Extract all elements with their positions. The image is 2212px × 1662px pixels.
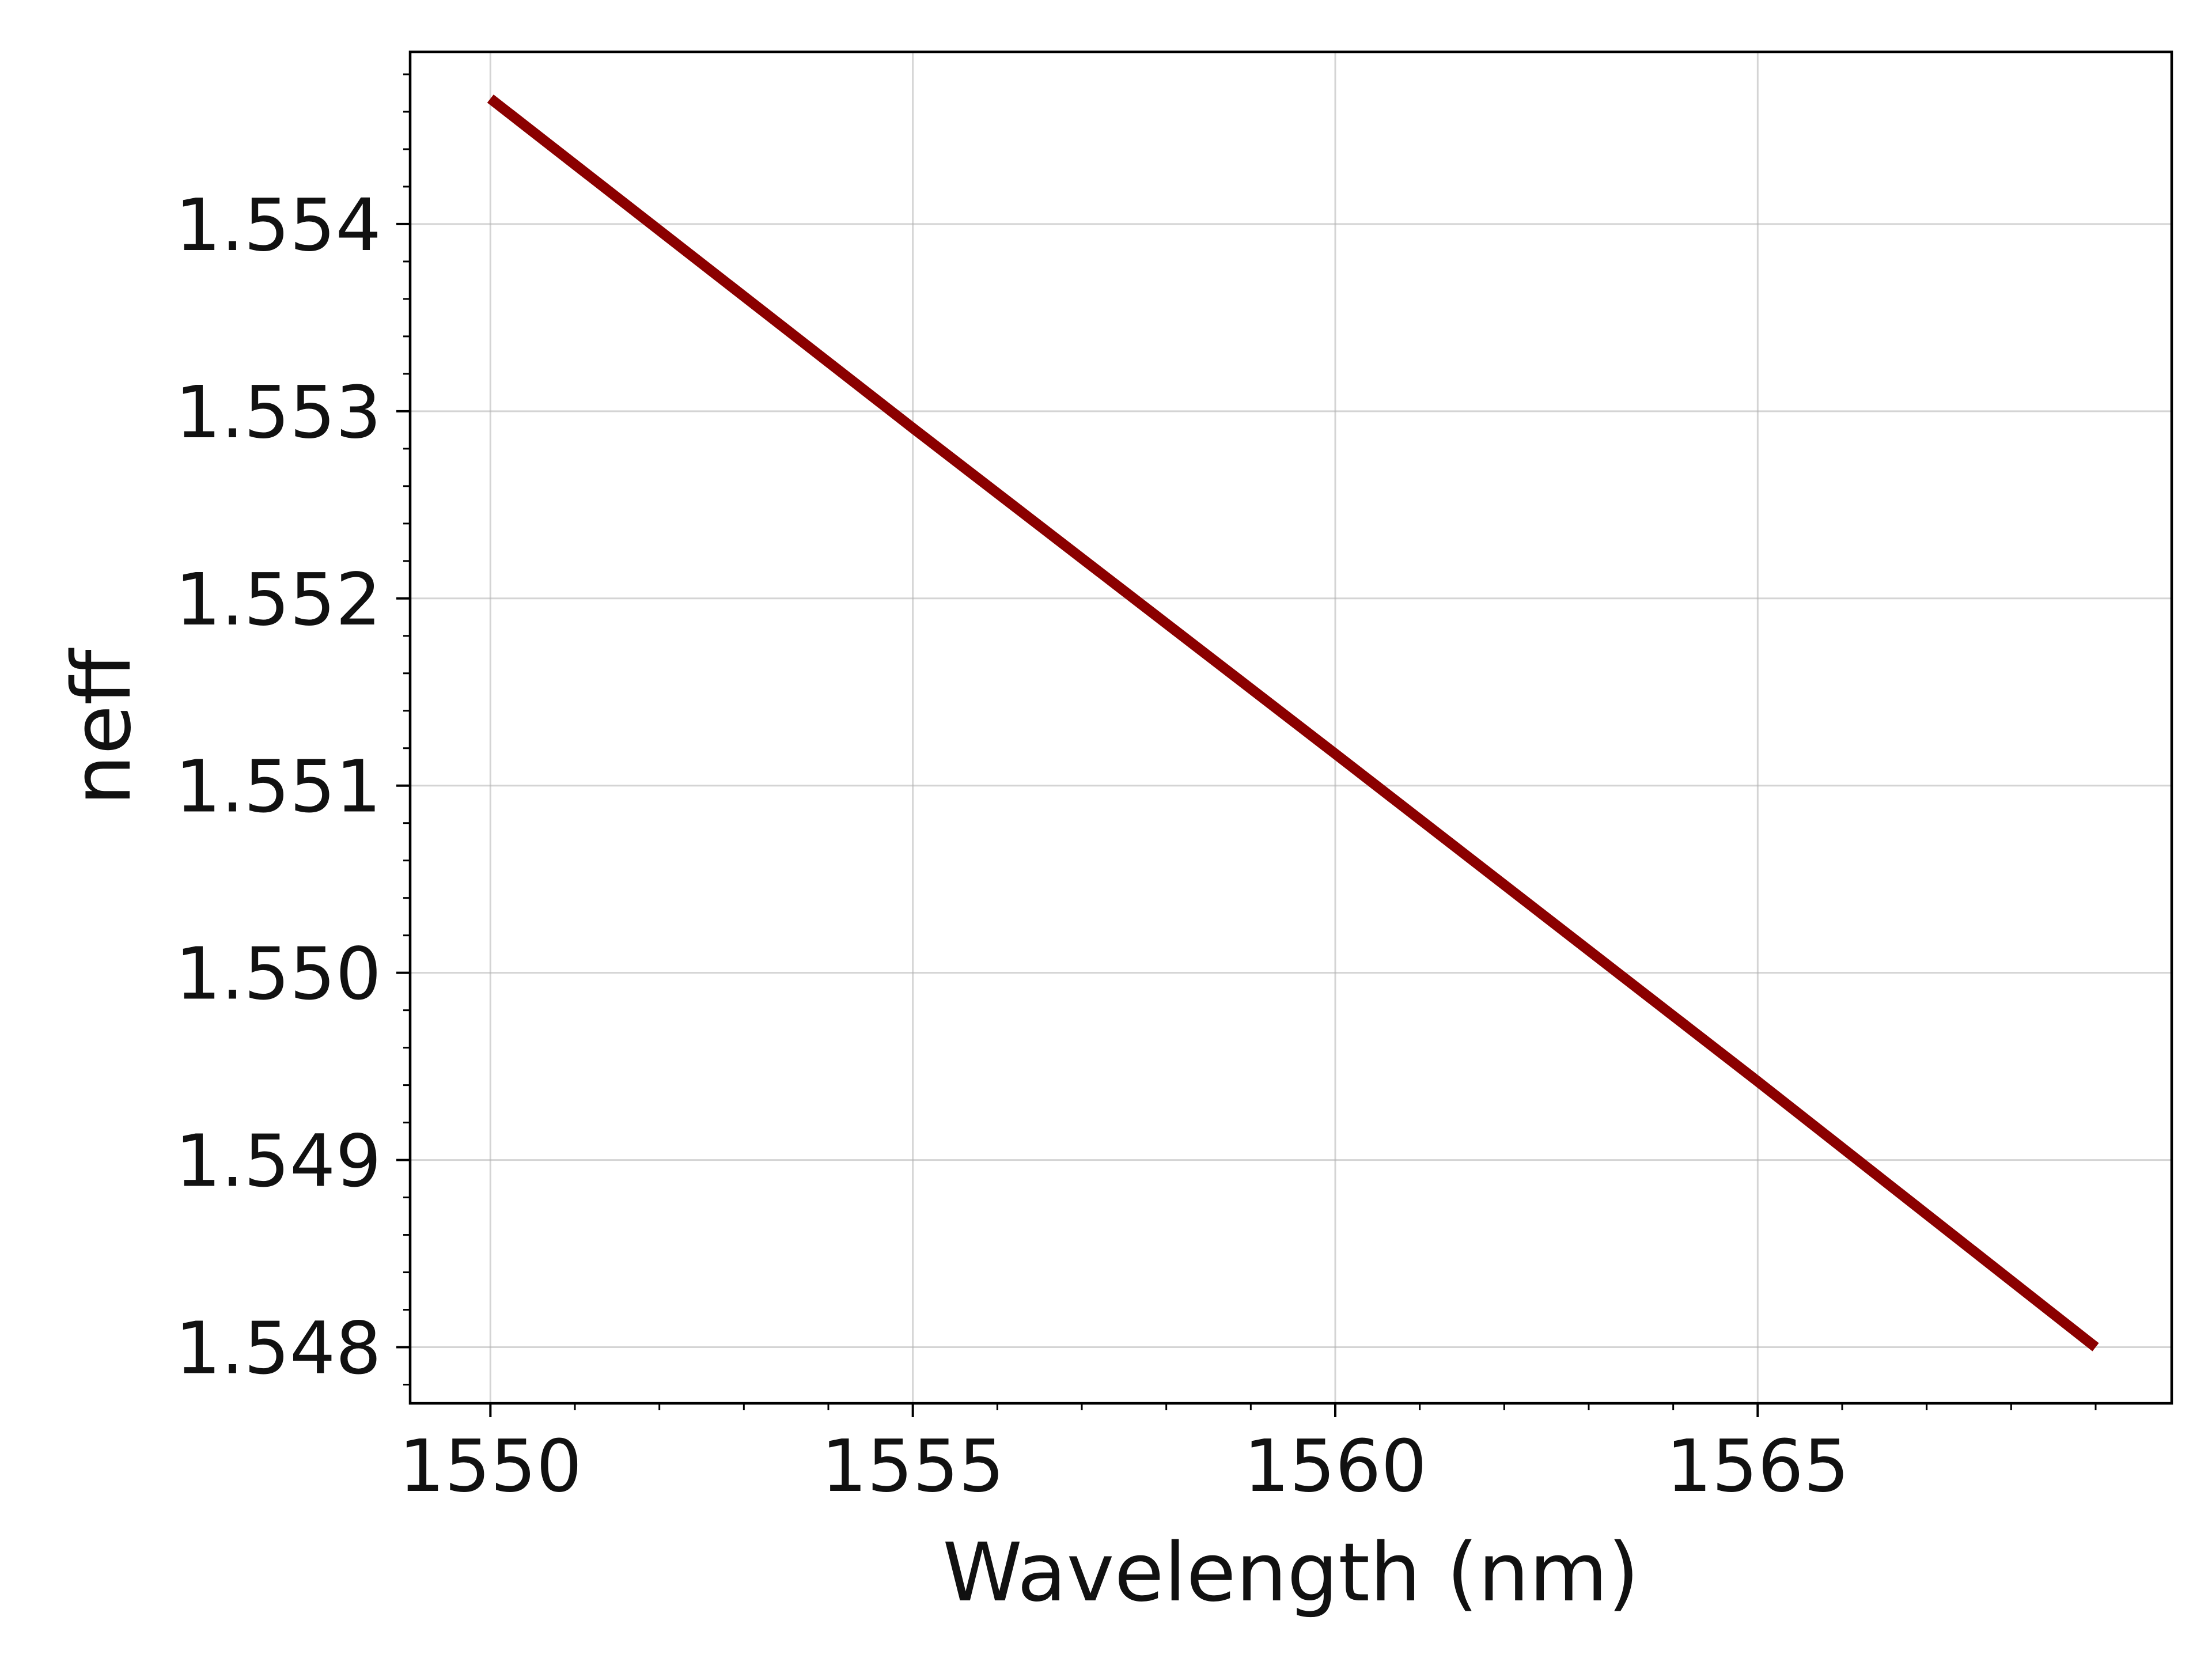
y-axis-label: neff (55, 648, 149, 806)
grid (410, 52, 2172, 1403)
x-tick-label: 1550 (399, 1425, 582, 1508)
ticks: 1550 1555 1560 1565 1.548 1.549 1.550 1.551 1.55… (175, 73, 2097, 1508)
series-line (487, 94, 2099, 1351)
x-tick-label: 1555 (821, 1425, 1005, 1508)
y-tick-label: 1.551 (175, 745, 381, 829)
y-tick-label: 1.553 (175, 371, 381, 455)
plot-frame (408, 50, 2173, 1405)
y-tick-label: 1.548 (175, 1307, 381, 1391)
y-tick-label: 1.552 (175, 558, 381, 642)
x-tick-label: 1560 (1244, 1425, 1427, 1508)
x-axis-label: Wavelength (nm) (942, 1526, 1639, 1620)
y-tick-label: 1.549 (175, 1120, 381, 1203)
y-tick-label: 1.554 (175, 184, 381, 267)
series-layer (487, 94, 2099, 1351)
y-tick-label: 1.550 (175, 933, 381, 1016)
x-tick-label: 1565 (1666, 1425, 1849, 1508)
